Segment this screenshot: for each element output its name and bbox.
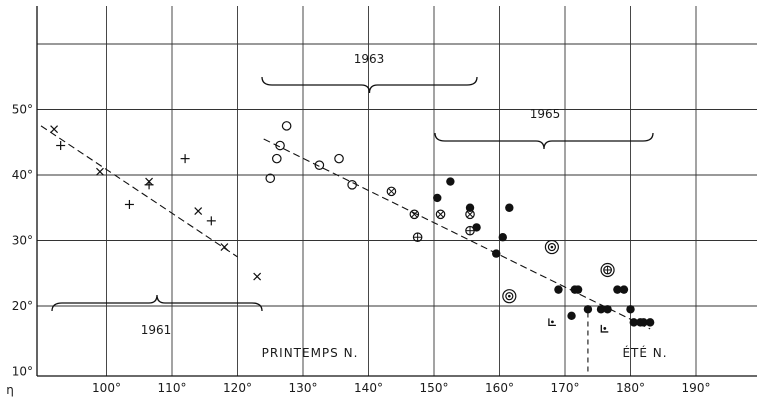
brace-1965 bbox=[434, 132, 654, 150]
data-point bbox=[220, 243, 229, 251]
y-tick-label: 30° bbox=[12, 234, 33, 248]
axes: 100° 110° 120° 130° 140° 150° 160° 170° 180° 190°… bbox=[12, 6, 757, 395]
data-point bbox=[626, 305, 635, 314]
data-point bbox=[567, 311, 576, 321]
data-point bbox=[265, 173, 276, 184]
data-point bbox=[386, 186, 397, 197]
data-point bbox=[433, 193, 442, 203]
x-tick-label: 100° bbox=[92, 381, 121, 395]
year-braces bbox=[51, 76, 654, 312]
x-tick-label: 190° bbox=[682, 381, 711, 395]
data-point bbox=[124, 199, 134, 209]
data-point bbox=[465, 203, 475, 212]
data-point bbox=[573, 285, 583, 294]
data-point bbox=[583, 305, 593, 314]
data-point bbox=[446, 177, 455, 186]
data-point bbox=[596, 305, 606, 314]
data-point bbox=[253, 272, 262, 281]
annotation-labels: 1963 1965 1961 PRINTEMPS N. ÉTÉ N. η bbox=[6, 52, 667, 397]
data-point bbox=[96, 167, 104, 176]
data-point bbox=[271, 153, 282, 164]
data-point bbox=[603, 305, 612, 314]
x-tick-label: 170° bbox=[551, 381, 580, 395]
data-point bbox=[347, 180, 357, 190]
brace-1961 bbox=[51, 294, 263, 312]
x-tick-label: 140° bbox=[354, 381, 383, 395]
data-point bbox=[613, 285, 622, 294]
x-axis-label: η bbox=[6, 383, 14, 397]
data-point bbox=[180, 154, 190, 164]
year-label-1965: 1965 bbox=[530, 107, 561, 121]
x-tick-label: 130° bbox=[289, 381, 318, 395]
data-points bbox=[50, 121, 655, 333]
x-tick-label: 150° bbox=[420, 381, 449, 395]
data-point bbox=[498, 233, 507, 242]
data-point bbox=[50, 125, 59, 134]
trend-line bbox=[263, 138, 651, 330]
data-point bbox=[412, 232, 423, 243]
data-point bbox=[472, 223, 481, 232]
data-point bbox=[435, 209, 446, 220]
y-tick-label: 20° bbox=[12, 299, 33, 313]
season-label-spring: PRINTEMPS N. bbox=[262, 346, 359, 360]
season-label-summer: ÉTÉ N. bbox=[622, 345, 667, 360]
data-point bbox=[314, 160, 325, 170]
trend-lines bbox=[40, 125, 651, 374]
data-point bbox=[554, 285, 563, 294]
data-point bbox=[334, 153, 344, 164]
data-point bbox=[645, 318, 655, 327]
data-point bbox=[619, 285, 629, 294]
data-point bbox=[275, 140, 285, 151]
grid bbox=[37, 6, 757, 376]
x-tick-label: 180° bbox=[616, 381, 645, 395]
data-point bbox=[194, 207, 203, 215]
data-point bbox=[144, 180, 154, 190]
data-point bbox=[544, 239, 560, 255]
data-point bbox=[281, 121, 292, 131]
data-point bbox=[548, 318, 556, 327]
y-tick-label: 10° bbox=[12, 365, 33, 379]
data-point bbox=[600, 262, 615, 278]
year-label-1963: 1963 bbox=[354, 52, 385, 66]
data-point bbox=[56, 141, 66, 151]
data-point bbox=[206, 216, 216, 226]
data-point bbox=[505, 203, 514, 212]
year-label-1961: 1961 bbox=[141, 323, 172, 337]
y-tick-label: 40° bbox=[12, 168, 33, 182]
data-point bbox=[502, 289, 517, 304]
trend-line bbox=[40, 125, 238, 258]
data-point bbox=[409, 209, 420, 220]
x-tick-label: 160° bbox=[485, 381, 514, 395]
brace-1963 bbox=[261, 76, 478, 94]
data-point bbox=[629, 318, 638, 327]
data-point bbox=[492, 249, 501, 258]
data-point bbox=[600, 324, 609, 333]
data-point bbox=[639, 318, 648, 327]
x-tick-label: 110° bbox=[158, 381, 187, 395]
x-tick-label: 120° bbox=[223, 381, 252, 395]
y-tick-label: 50° bbox=[12, 103, 33, 117]
